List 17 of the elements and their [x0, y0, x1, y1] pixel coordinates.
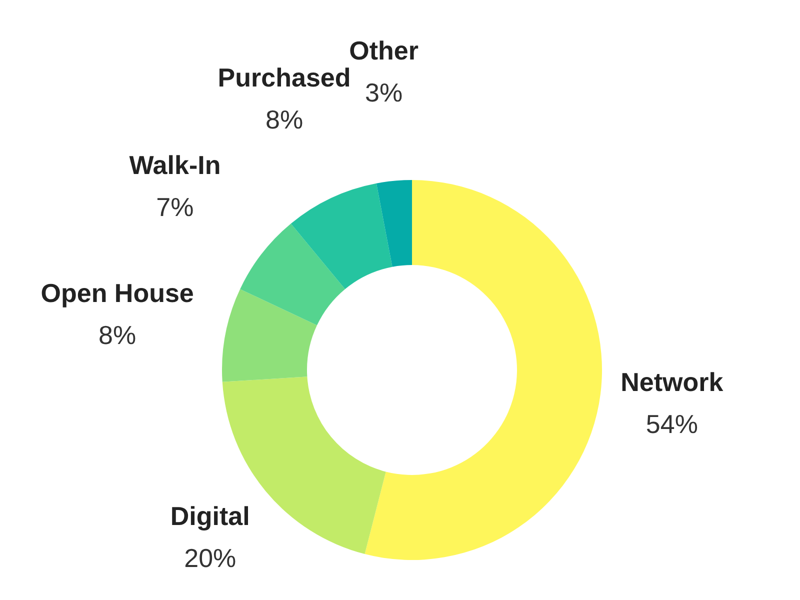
donut-slice	[290, 183, 392, 290]
slice-label: Network	[620, 366, 724, 397]
slice-label: Other	[349, 35, 418, 66]
slice-label: Open House	[40, 278, 194, 308]
data-label: 8%	[265, 104, 304, 135]
donut-slice	[222, 289, 317, 382]
data-label: 8%	[98, 320, 136, 350]
donut-slice	[376, 180, 412, 267]
donut-slice	[364, 180, 602, 560]
data-label: 54%	[646, 408, 698, 439]
data-label: 7%	[156, 192, 194, 222]
donut-slice	[240, 224, 346, 326]
data-label: 3%	[364, 77, 403, 108]
slice-label: Digital	[170, 501, 250, 532]
data-label: 20%	[184, 543, 236, 574]
slice-label: Walk-In	[129, 150, 221, 180]
slice-label: Purchased	[218, 62, 351, 93]
